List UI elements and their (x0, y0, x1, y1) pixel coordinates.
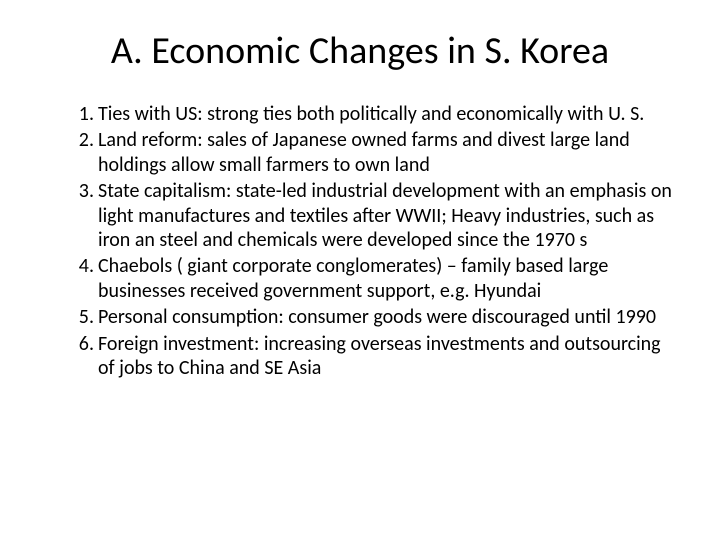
list-item: Personal consumption: consumer goods wer… (98, 305, 676, 329)
list-item: Land reform: sales of Japanese owned far… (98, 128, 676, 177)
list-item: Ties with US: strong ties both political… (98, 102, 676, 126)
bullet-list: Ties with US: strong ties both political… (44, 102, 676, 380)
list-item: Chaebols ( giant corporate conglomerates… (98, 254, 676, 303)
list-item: State capitalism: state-led industrial d… (98, 179, 676, 252)
slide: A. Economic Changes in S. Korea Ties wit… (0, 0, 720, 540)
slide-title: A. Economic Changes in S. Korea (44, 28, 676, 74)
list-item: Foreign investment: increasing overseas … (98, 332, 676, 381)
